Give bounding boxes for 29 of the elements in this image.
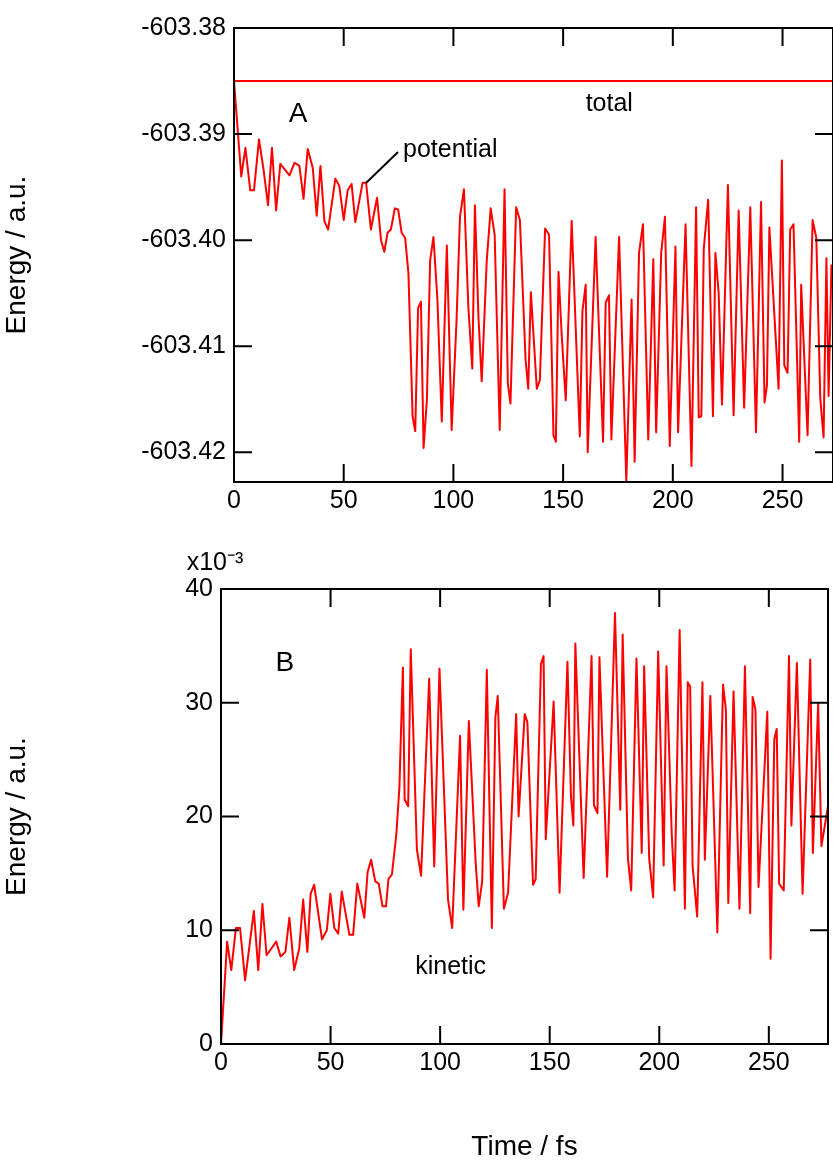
x-tick-label: 250 [747, 1046, 790, 1075]
y-axis-title: Energy / a.u. [0, 175, 31, 335]
y-tick-label: 40 [185, 572, 213, 601]
y-tick-label: 20 [185, 800, 213, 829]
x-tick-label: 200 [638, 1046, 681, 1075]
x-axis-title: Time / fs [471, 1129, 578, 1161]
annotation: B [275, 645, 295, 677]
y-tick-label: -603.41 [141, 330, 226, 359]
y-tick-label: -603.40 [141, 224, 226, 253]
x-tick-label: 150 [528, 1046, 571, 1075]
x-tick-label: 150 [542, 484, 584, 513]
y-tick-label: 10 [185, 914, 213, 943]
series-label: total [585, 87, 633, 116]
y-tick-label: 30 [185, 686, 213, 715]
text: x10⁻³ [186, 546, 244, 575]
x-tick-label: 250 [761, 484, 804, 513]
y-tick-label: 0 [199, 1027, 213, 1056]
x-tick-label: 50 [329, 484, 358, 513]
series-label: potential [403, 134, 498, 163]
y-tick-label: -603.39 [141, 117, 226, 146]
x-tick-label: 50 [316, 1046, 345, 1075]
y-tick-label: -603.38 [141, 11, 226, 40]
x-tick-label: 200 [651, 484, 694, 513]
y-tick-label: -603.42 [141, 436, 226, 465]
x-tick-label: 100 [419, 1046, 461, 1075]
series-label: kinetic [415, 950, 487, 979]
y-axis-title: Energy / a.u. [0, 737, 31, 896]
x-tick-label: 100 [432, 484, 475, 513]
annotation: A [288, 96, 308, 128]
